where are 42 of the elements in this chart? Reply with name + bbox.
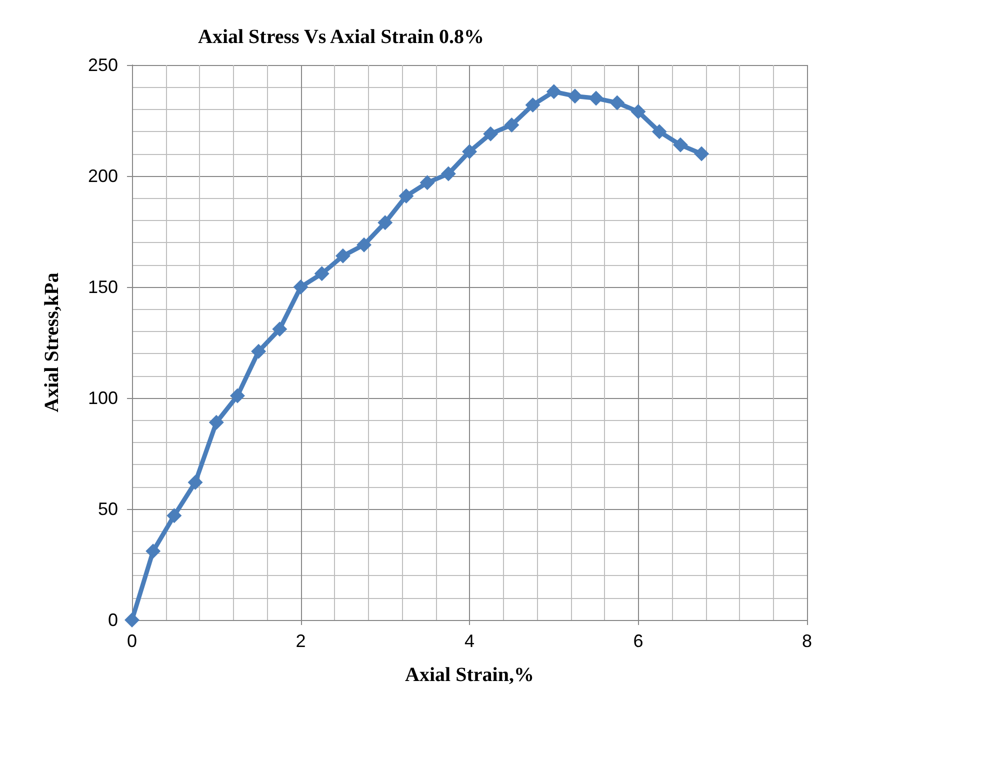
point [356,237,372,252]
x-tick-label: 8 [802,631,812,651]
point [230,388,245,404]
point [610,95,625,110]
point [672,137,688,152]
point [188,474,203,490]
x-tick-label: 6 [633,631,644,651]
point [146,544,161,559]
point [272,322,288,337]
point [440,166,456,182]
y-tick-label: 250 [88,55,118,75]
point [420,175,435,190]
point [124,612,140,628]
point [546,84,562,100]
x-axis-title: Axial Strain,% [405,664,534,686]
point [166,508,182,524]
point [504,117,520,132]
point [483,126,498,142]
point [314,266,330,282]
y-tick-label: 200 [88,166,118,186]
point [525,97,540,112]
point [251,344,266,359]
point [378,215,393,230]
x-tick-label: 0 [126,631,138,651]
point [567,88,582,104]
point [630,104,646,120]
point [652,124,667,140]
y-tick-label: 150 [88,277,118,297]
y-tick-label: 100 [88,388,118,408]
point [208,414,224,430]
point [588,90,604,106]
y-tick-label: 50 [98,499,118,519]
chart-title: Axial Stress Vs Axial Strain 0.8% [198,26,484,48]
point [335,248,350,264]
y-tick-label: 0 [108,610,118,630]
point [398,188,414,204]
x-tick-label: 4 [464,631,475,651]
point [694,146,710,162]
point [293,280,308,294]
point [462,144,477,160]
x-tick-label: 2 [296,631,306,651]
y-axis-title: Axial Stress,kPa [41,272,63,412]
